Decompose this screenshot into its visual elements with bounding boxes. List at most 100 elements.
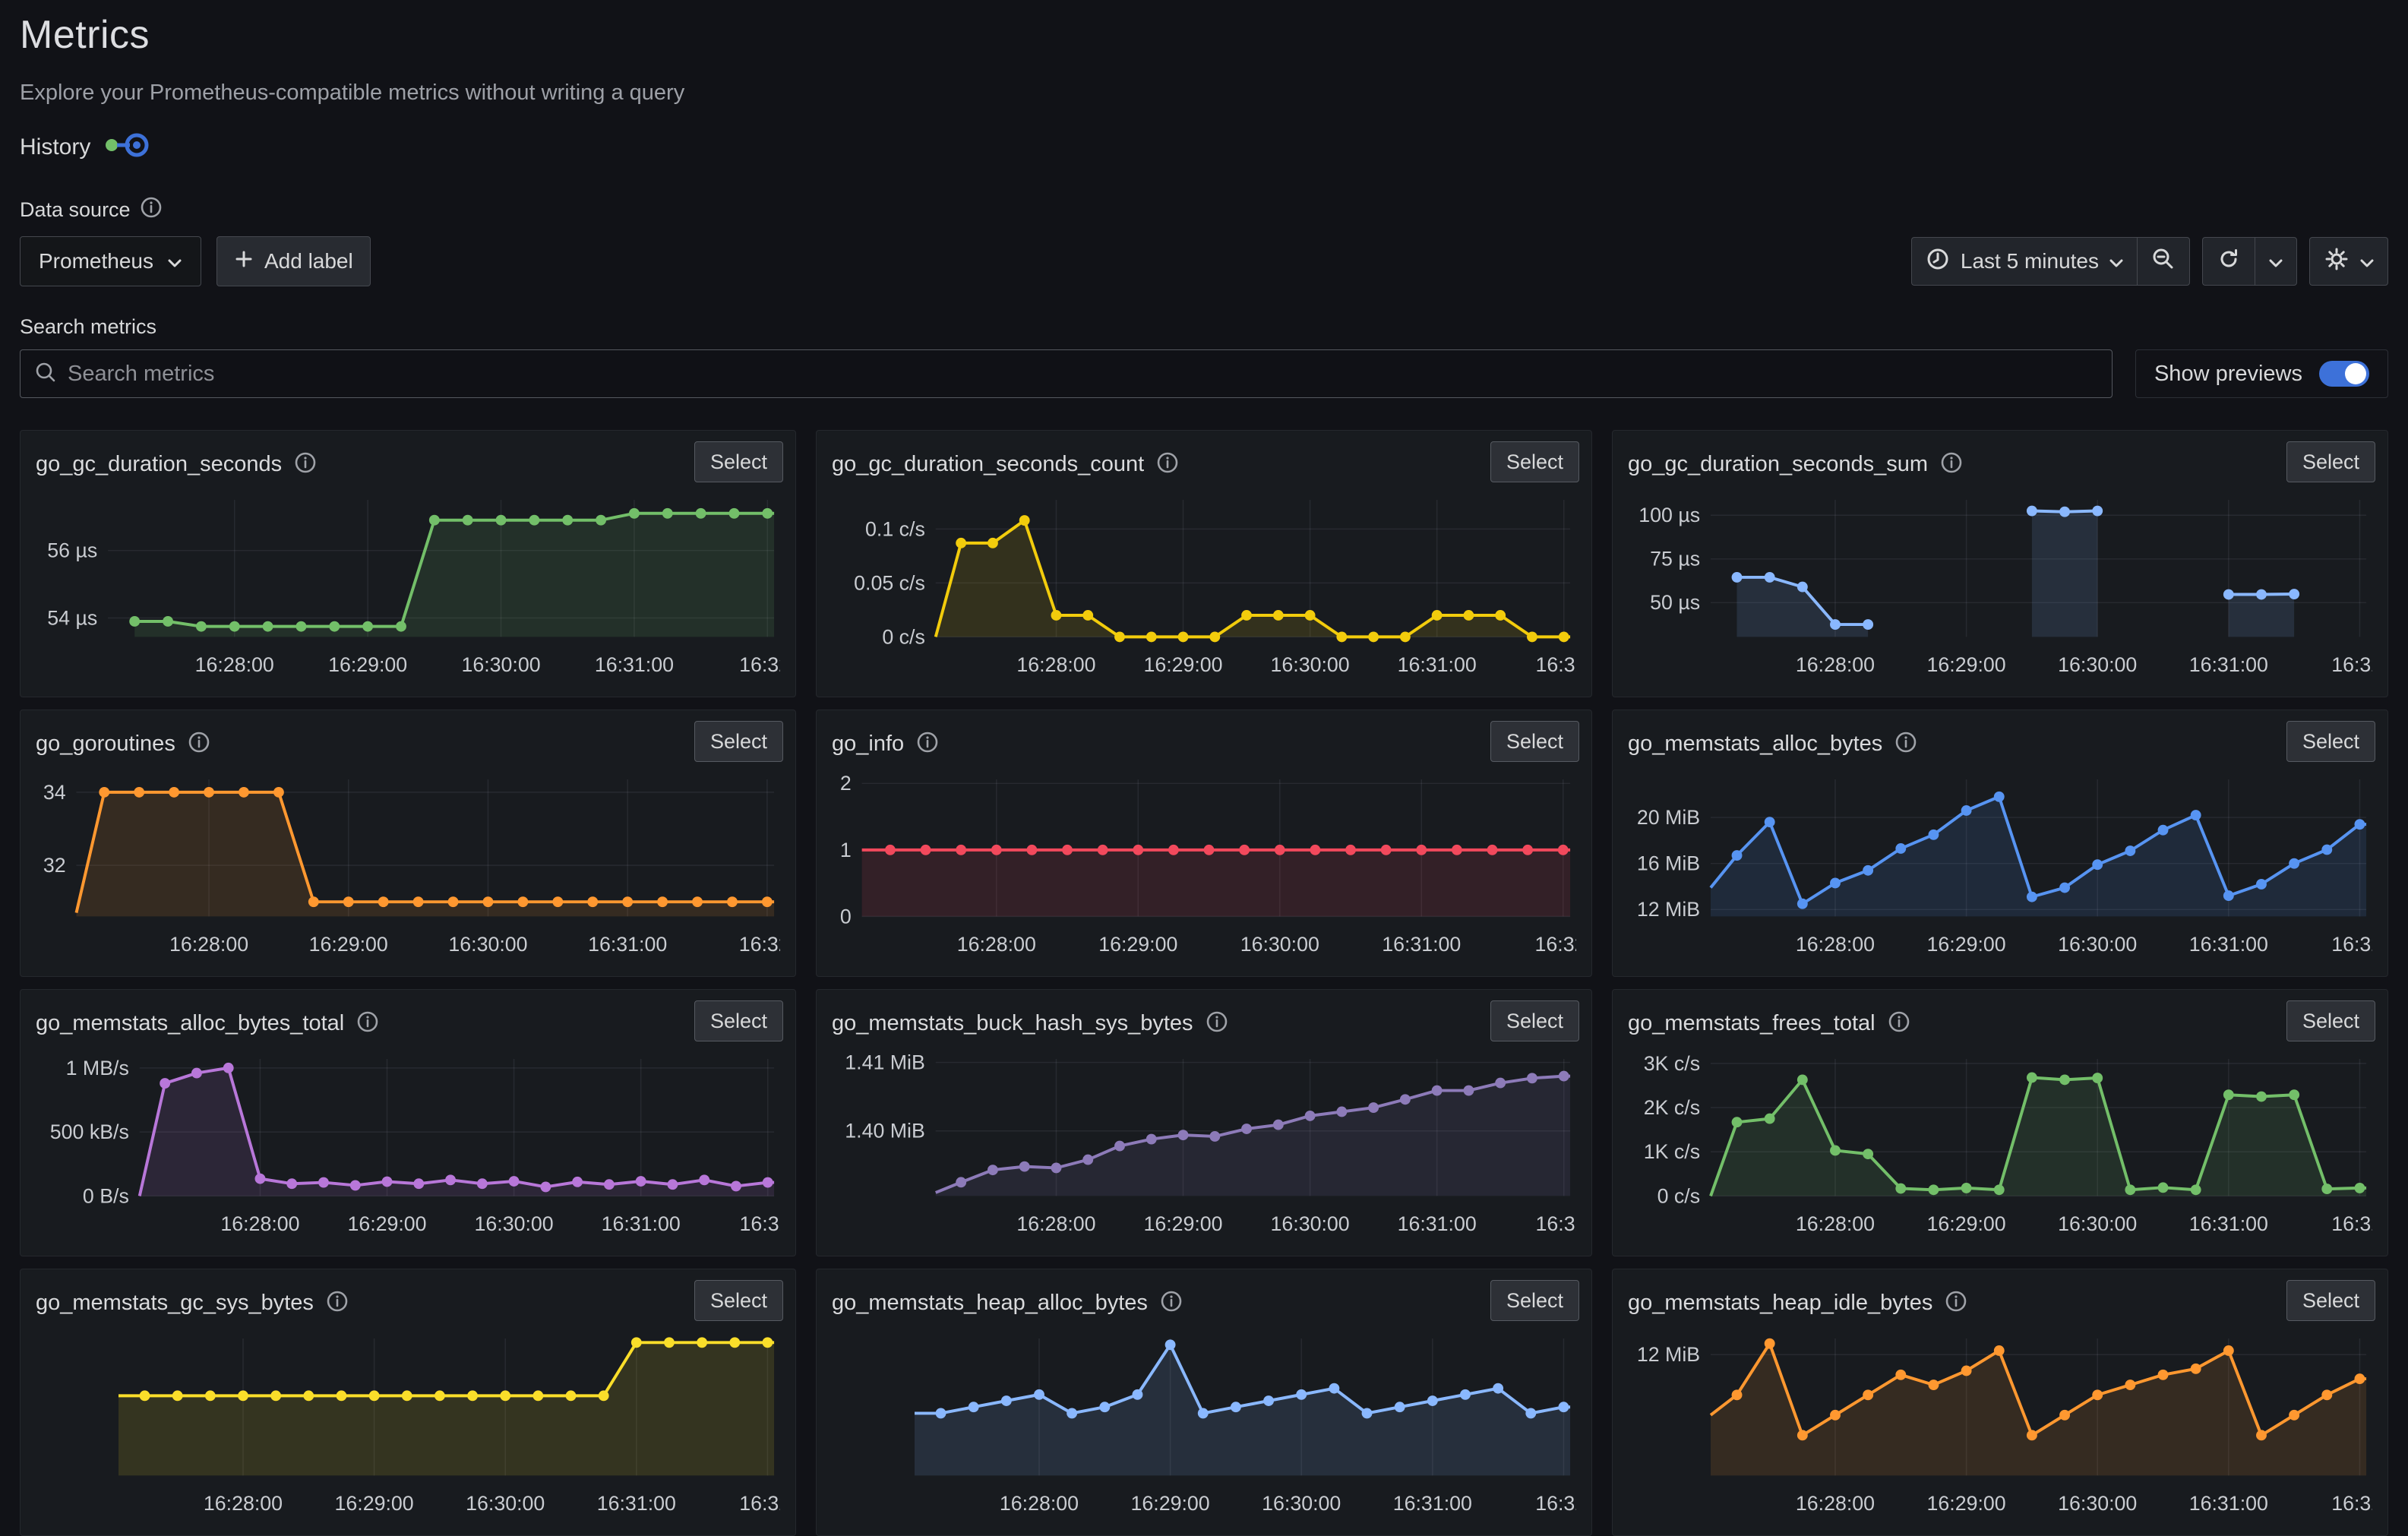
svg-text:16:32:: 16:32:: [2331, 1492, 2372, 1515]
chevron-down-icon: [2269, 249, 2283, 273]
gear-icon: [2324, 246, 2350, 277]
metric-preview-chart: 16:28:00 16:29:00 16:30:00 16:31:00 16:32: 0.…: [854, 500, 1576, 676]
metric-title: go_memstats_frees_total: [1628, 1010, 1876, 1035]
datasource-select[interactable]: Prometheus: [20, 236, 201, 286]
info-icon[interactable]: [1160, 1290, 1183, 1316]
page-subtitle: Explore your Prometheus-compatible metri…: [20, 81, 685, 105]
select-button[interactable]: Select: [1490, 441, 1579, 482]
svg-text:16:30:00: 16:30:00: [1240, 933, 1319, 956]
svg-text:16:29:00: 16:29:00: [1927, 933, 2006, 956]
svg-text:16:29:00: 16:29:00: [347, 1212, 426, 1235]
info-icon[interactable]: [326, 1290, 349, 1316]
svg-text:0 B/s: 0 B/s: [83, 1184, 129, 1207]
refresh-interval-dropdown[interactable]: [2255, 237, 2297, 286]
svg-text:16:28:00: 16:28:00: [957, 933, 1036, 956]
svg-text:16:28:00: 16:28:00: [1796, 653, 1875, 676]
metric-title: go_memstats_alloc_bytes: [1628, 731, 1883, 756]
select-button[interactable]: Select: [694, 1280, 783, 1321]
svg-text:16:29:00: 16:29:00: [1098, 933, 1177, 956]
select-button[interactable]: Select: [2286, 1280, 2375, 1321]
svg-text:16:31:00: 16:31:00: [588, 933, 667, 956]
metric-preview-chart: 16:28:00 16:29:00 16:30:00 16:31:00 16:32: 3K…: [1644, 1052, 2372, 1235]
metric-card: go_memstats_gc_sys_bytes Select 16:28:00…: [20, 1269, 796, 1536]
svg-text:16:30:00: 16:30:00: [2058, 1492, 2137, 1515]
info-icon[interactable]: [1894, 731, 1917, 757]
select-button[interactable]: Select: [694, 441, 783, 482]
info-icon[interactable]: [1888, 1010, 1910, 1037]
metric-card: go_memstats_heap_alloc_bytes Select 16:2…: [816, 1269, 1592, 1536]
history-ring-blue: [125, 133, 149, 157]
select-button[interactable]: Select: [1490, 721, 1579, 762]
add-label-button[interactable]: Add label: [216, 236, 371, 286]
info-icon[interactable]: [1206, 1010, 1228, 1037]
svg-text:12 MiB: 12 MiB: [1637, 1343, 1700, 1366]
zoom-out-icon: [2151, 247, 2176, 277]
info-icon[interactable]: [1945, 1290, 1967, 1316]
svg-text:16:32:: 16:32:: [1535, 1492, 1576, 1515]
settings-button[interactable]: [2309, 237, 2388, 286]
select-button[interactable]: Select: [2286, 441, 2375, 482]
select-button[interactable]: Select: [1490, 1280, 1579, 1321]
svg-text:16:32:: 16:32:: [739, 933, 780, 956]
svg-text:16:30:00: 16:30:00: [1262, 1492, 1341, 1515]
refresh-button[interactable]: [2202, 237, 2255, 286]
metric-preview-chart: 16:28:00 16:29:00 16:30:00 16:31:00 16:32: 20…: [1637, 779, 2372, 956]
chevron-down-icon: [2109, 249, 2123, 273]
search-row: Search metrics Show previews: [20, 349, 2388, 398]
svg-text:16:28:00: 16:28:00: [169, 933, 248, 956]
metric-preview-chart: 16:28:00 16:29:00 16:30:00 16:31:00 16:32: 2 1…: [840, 772, 1576, 956]
metric-card: go_memstats_alloc_bytes Select 16:28:00 1…: [1612, 710, 2388, 977]
svg-text:16:31:00: 16:31:00: [1398, 653, 1477, 676]
time-range-label: Last 5 minutes: [1960, 249, 2099, 273]
search-input[interactable]: Search metrics: [20, 349, 2113, 398]
svg-text:3K c/s: 3K c/s: [1644, 1052, 1700, 1075]
svg-text:16:31:00: 16:31:00: [1382, 933, 1461, 956]
svg-text:16:28:00: 16:28:00: [1000, 1492, 1079, 1515]
search-icon: [34, 361, 57, 387]
info-icon[interactable]: [1156, 451, 1179, 478]
svg-text:16:29:00: 16:29:00: [1927, 1492, 2006, 1515]
svg-text:0.05 c/s: 0.05 c/s: [854, 571, 925, 594]
svg-text:16:31:00: 16:31:00: [2189, 933, 2268, 956]
metric-preview-chart: 16:28:00 16:29:00 16:30:00 16:31:00 16:32:: [914, 1338, 1576, 1515]
info-icon[interactable]: [294, 451, 317, 478]
select-button[interactable]: Select: [1490, 1000, 1579, 1041]
metric-card: go_memstats_heap_idle_bytes Select 16:28…: [1612, 1269, 2388, 1536]
history-row: History: [20, 130, 2388, 164]
svg-text:2: 2: [840, 772, 852, 795]
svg-text:0: 0: [840, 905, 852, 928]
info-icon[interactable]: [140, 196, 163, 224]
history-toggle[interactable]: [103, 130, 150, 164]
svg-text:16:32:: 16:32:: [739, 653, 780, 676]
svg-text:16:28:00: 16:28:00: [220, 1212, 299, 1235]
svg-text:16:29:00: 16:29:00: [1131, 1492, 1210, 1515]
info-icon[interactable]: [916, 731, 939, 757]
select-button[interactable]: Select: [694, 721, 783, 762]
metric-title: go_goroutines: [36, 731, 175, 756]
svg-text:16:31:00: 16:31:00: [602, 1212, 681, 1235]
chevron-down-icon: [167, 249, 182, 273]
svg-text:34: 34: [43, 781, 66, 804]
svg-text:16:32:: 16:32:: [2331, 1212, 2372, 1235]
select-button[interactable]: Select: [694, 1000, 783, 1041]
plus-icon: [234, 249, 254, 274]
time-picker-group: Last 5 minutes: [1910, 237, 2190, 286]
metric-preview-chart: 16:28:00 16:29:00 16:30:00 16:31:00 16:32: 34…: [43, 779, 780, 956]
time-range-button[interactable]: Last 5 minutes: [1910, 237, 2137, 286]
svg-text:50 µs: 50 µs: [1650, 591, 1700, 614]
info-icon[interactable]: [188, 731, 210, 757]
metric-title: go_memstats_buck_hash_sys_bytes: [832, 1010, 1193, 1035]
svg-text:16:29:00: 16:29:00: [309, 933, 388, 956]
select-button[interactable]: Select: [2286, 721, 2375, 762]
metrics-grid: go_gc_duration_seconds Select 16:28:00 16…: [20, 430, 2388, 1536]
svg-text:100 µs: 100 µs: [1639, 504, 1700, 526]
svg-text:16:28:00: 16:28:00: [1016, 653, 1095, 676]
zoom-out-button[interactable]: [2137, 237, 2190, 286]
show-previews-toggle[interactable]: [2319, 361, 2369, 387]
metric-title: go_gc_duration_seconds_count: [832, 451, 1145, 476]
search-placeholder: Search metrics: [68, 361, 215, 386]
svg-text:16:31:00: 16:31:00: [2189, 1212, 2268, 1235]
info-icon[interactable]: [356, 1010, 379, 1037]
info-icon[interactable]: [1940, 451, 1963, 478]
select-button[interactable]: Select: [2286, 1000, 2375, 1041]
